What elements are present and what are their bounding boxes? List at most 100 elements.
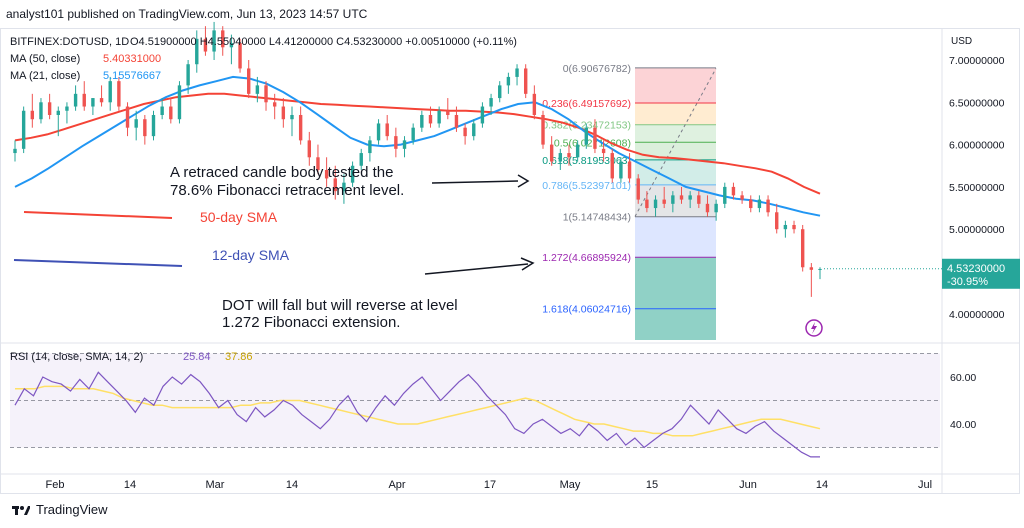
- candle-body: [160, 106, 164, 115]
- candle-body: [619, 161, 623, 179]
- fib-zone-band: [635, 142, 716, 160]
- price-tick-label: 6.50000000: [949, 97, 1005, 109]
- candle-body: [792, 224, 796, 230]
- candle-body: [108, 81, 112, 103]
- currency-label: USD: [951, 36, 972, 47]
- candle-body: [627, 161, 632, 179]
- candle-body: [454, 114, 459, 128]
- time-tick-label: 17: [484, 479, 496, 491]
- candle-body: [567, 153, 571, 158]
- candle-body: [255, 85, 260, 94]
- candle-body: [298, 114, 303, 141]
- candle-body: [593, 127, 597, 149]
- time-tick-label: Feb: [46, 479, 65, 491]
- candle-body: [766, 199, 770, 213]
- candle-body: [212, 30, 216, 52]
- candle-body: [30, 110, 35, 120]
- footer-brand: TradingView: [36, 502, 108, 517]
- annotation-arrow: [431, 180, 519, 184]
- candle-body: [714, 203, 718, 213]
- legend-rsi-sma-value: 37.86: [225, 351, 253, 363]
- candle-body: [636, 178, 640, 200]
- candle-body: [203, 38, 208, 52]
- event-lightning-icon[interactable]: [805, 319, 823, 337]
- candle-body: [489, 98, 493, 107]
- candle-body: [368, 140, 372, 154]
- arrow-head-icon: [520, 257, 535, 271]
- candle-body: [532, 93, 537, 115]
- candle-body: [818, 268, 822, 270]
- candle-body: [385, 123, 389, 137]
- candle-body: [584, 127, 588, 145]
- annotation-retrace: A retraced candle body tested the: [170, 164, 393, 181]
- last-price-tag: [942, 258, 1020, 289]
- candle-body: [697, 195, 701, 204]
- rsi-tick-label: 60.00: [950, 372, 976, 384]
- time-tick-label: Jun: [739, 479, 757, 491]
- candle-body: [177, 85, 182, 120]
- candle-body: [420, 114, 424, 128]
- candle-body: [264, 85, 268, 103]
- fib-zone-band: [635, 308, 716, 340]
- fib-zone-band: [635, 124, 716, 143]
- legend-ohlc: O4.51900000 H4.55040000 L4.41200000 C4.5…: [130, 36, 517, 48]
- last-price-value: 4.53230000: [947, 263, 1005, 275]
- candle-body: [463, 127, 467, 137]
- candle-body: [359, 153, 363, 166]
- candle-body: [757, 199, 762, 209]
- time-tick-label: 14: [124, 479, 136, 491]
- candle-body: [143, 119, 147, 137]
- candle-body: [662, 199, 666, 204]
- ma21-line: [14, 75, 821, 217]
- candle-body: [575, 144, 580, 158]
- rsi-sma-line: [15, 385, 821, 437]
- arrow-head-icon: [517, 174, 530, 188]
- candle-body: [56, 110, 60, 115]
- candle-body: [506, 76, 511, 86]
- candle-body: [800, 229, 805, 268]
- candle-body: [47, 102, 52, 115]
- fib-level-label: 0.5(6.02712608): [554, 137, 631, 149]
- candle-body: [151, 114, 156, 137]
- tradingview-footer[interactable]: TradingView: [12, 502, 108, 517]
- fib-level-label: 1(5.14748434): [563, 212, 631, 224]
- candle-body: [480, 106, 485, 124]
- candle-body: [653, 199, 658, 209]
- legend-rsi-label: RSI (14, close, SMA, 14, 2): [10, 351, 143, 363]
- candle-body: [610, 153, 614, 179]
- time-tick-label: Apr: [388, 479, 405, 491]
- candle-body: [350, 165, 355, 183]
- candle-body: [498, 85, 502, 99]
- time-tick-label: Mar: [206, 479, 225, 491]
- candle-body: [428, 114, 433, 124]
- candle-body: [21, 110, 26, 149]
- candle-body: [272, 102, 277, 107]
- rsi-line: [14, 371, 820, 458]
- candle-body: [402, 140, 407, 149]
- time-tick-label: 14: [816, 479, 828, 491]
- candle-body: [723, 186, 727, 204]
- rsi-tick-label: 40.00: [950, 419, 976, 431]
- fib-zone-band: [635, 257, 716, 309]
- candle-body: [307, 140, 312, 158]
- legend-ma50-label: MA (50, close): [10, 53, 80, 65]
- candle-body: [645, 199, 649, 209]
- time-tick-label: Jul: [918, 479, 932, 491]
- candle-body: [324, 169, 329, 179]
- price-tick-label: 4.00000000: [949, 309, 1005, 321]
- candle-body: [705, 203, 710, 213]
- candle-body: [688, 195, 692, 200]
- fib-zone-band: [635, 67, 716, 104]
- candle-body: [679, 195, 684, 200]
- candle-body: [229, 43, 234, 48]
- legend-rsi-value: 25.84: [183, 351, 211, 363]
- sma12-legend-line: [13, 259, 183, 267]
- candle-body: [342, 182, 346, 192]
- ma50-line: [14, 92, 821, 195]
- candle-body: [221, 30, 225, 48]
- legend-ma21-label: MA (21, close): [10, 70, 80, 82]
- annotation-forecast: 1.272 Fibonacci extension.: [222, 314, 400, 331]
- candle-body: [601, 148, 606, 154]
- candle-body: [290, 114, 294, 120]
